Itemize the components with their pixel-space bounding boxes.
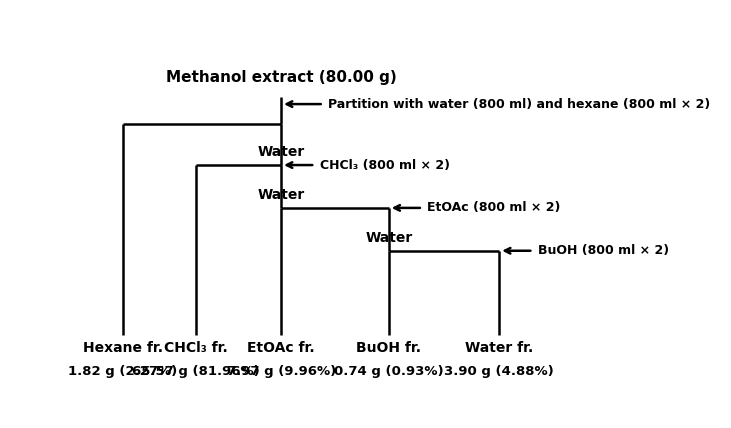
- Text: CHCl₃ (800 ml × 2): CHCl₃ (800 ml × 2): [319, 158, 450, 172]
- Text: EtOAc fr.: EtOAc fr.: [247, 341, 315, 355]
- Text: BuOH (800 ml × 2): BuOH (800 ml × 2): [538, 244, 669, 257]
- Text: 65.57 g (81.96%): 65.57 g (81.96%): [132, 365, 260, 377]
- Text: Water: Water: [257, 145, 305, 159]
- Text: Water fr.: Water fr.: [465, 341, 534, 355]
- Text: EtOAc (800 ml × 2): EtOAc (800 ml × 2): [428, 202, 561, 214]
- Text: Water: Water: [257, 188, 305, 202]
- Text: BuOH fr.: BuOH fr.: [356, 341, 421, 355]
- Text: 7.97 g (9.96%): 7.97 g (9.96%): [227, 365, 336, 377]
- Text: Water: Water: [366, 231, 412, 244]
- Text: Methanol extract (80.00 g): Methanol extract (80.00 g): [166, 70, 396, 85]
- Text: Hexane fr.: Hexane fr.: [83, 341, 162, 355]
- Text: CHCl₃ fr.: CHCl₃ fr.: [164, 341, 228, 355]
- Text: 3.90 g (4.88%): 3.90 g (4.88%): [444, 365, 554, 377]
- Text: 0.74 g (0.93%): 0.74 g (0.93%): [334, 365, 444, 377]
- Text: Partition with water (800 ml) and hexane (800 ml × 2): Partition with water (800 ml) and hexane…: [328, 98, 711, 110]
- Text: 1.82 g (2.27%): 1.82 g (2.27%): [68, 365, 177, 377]
